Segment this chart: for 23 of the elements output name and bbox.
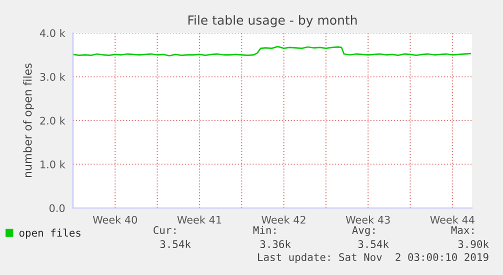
text: Last update: Sat Nov 2 03:00:10 2019: [258, 252, 488, 264]
text: 3.54k: [358, 240, 389, 248]
x-tick-label: Week 43: [346, 216, 390, 224]
y-tick-label: 1.0 k: [40, 160, 66, 168]
text: Avg:: [352, 226, 374, 236]
x-tick-label: Week 41: [177, 216, 222, 224]
x-tick-label: Week 44: [430, 216, 474, 224]
y-tick-label: 4.0 k: [40, 29, 66, 38]
y-tick-label: 0.0: [49, 204, 65, 212]
text: Min:: [253, 226, 276, 234]
text: 3.54k: [160, 240, 191, 248]
x-tick-label: Week 40: [92, 216, 138, 224]
text: 3.36k: [260, 240, 291, 248]
y-tick-label: 2.0 k: [40, 116, 66, 125]
text: Max:: [451, 226, 474, 234]
y-tick-label: 3.0 k: [40, 72, 66, 81]
text: 3.90k: [458, 240, 489, 248]
chart-title: File table usage - by month: [188, 15, 357, 28]
y-axis-title: number of open files: [23, 63, 34, 178]
x-tick-label: Week 42: [262, 216, 306, 224]
text: Cur:: [154, 226, 176, 234]
legend-label: open files: [19, 228, 80, 239]
line-series: [73, 46, 472, 56]
